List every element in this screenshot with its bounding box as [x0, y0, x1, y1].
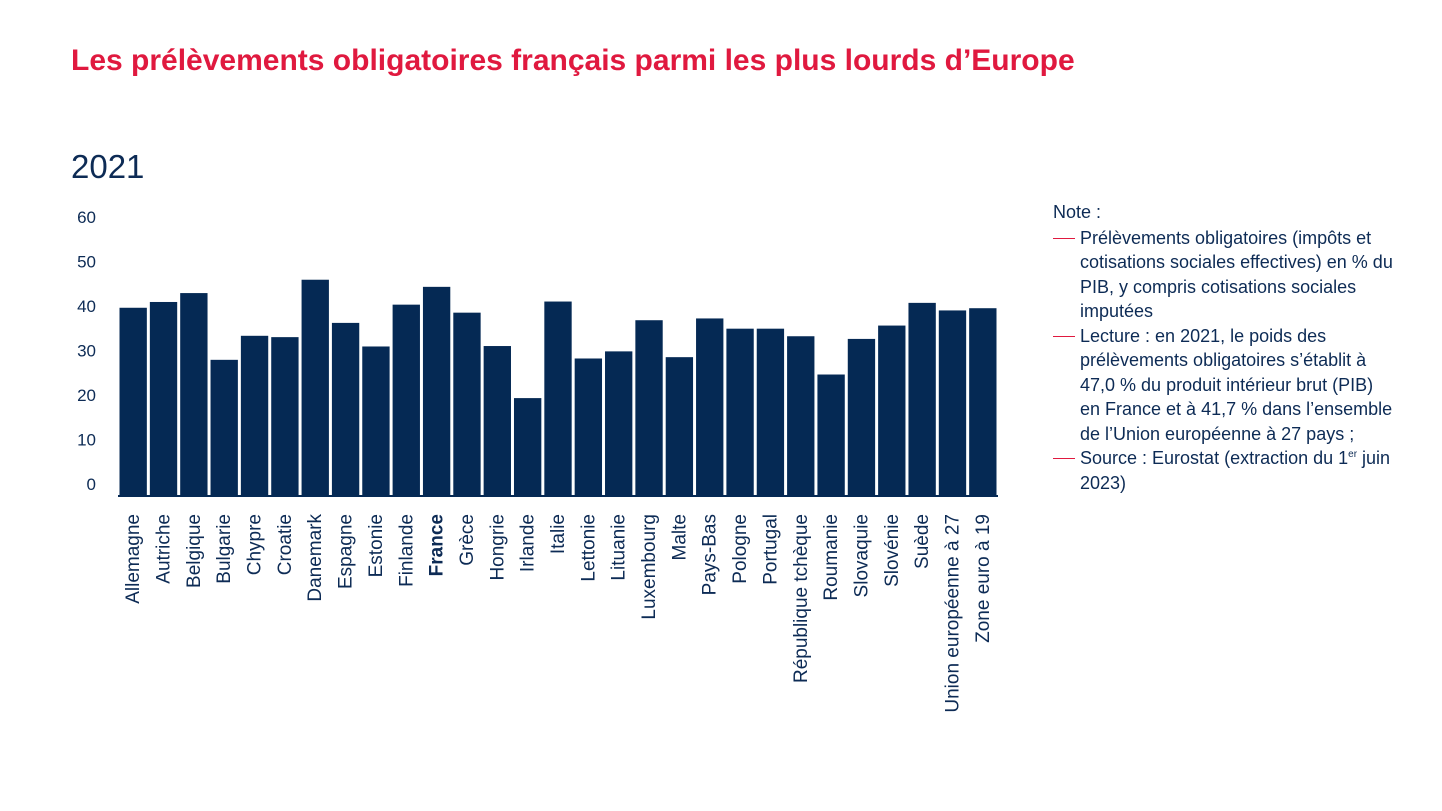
bar: [878, 325, 906, 496]
note-item: Prélèvements obligatoires (impôts et cot…: [1053, 226, 1393, 324]
bar: [696, 318, 724, 496]
x-tick-label: Estonie: [366, 514, 387, 577]
notes-heading: Note :: [1053, 202, 1102, 222]
y-tick-label: 60: [77, 208, 96, 227]
y-tick-label: 50: [77, 253, 96, 272]
note-dash: [1053, 237, 1075, 239]
x-tick-label: Lettonie: [578, 514, 599, 582]
x-axis-labels: Allemagne Autriche Belgique Bulgarie Chypre C…: [123, 514, 994, 713]
x-tick-label: Espagne: [336, 514, 357, 589]
bar: [392, 304, 420, 496]
bar: [210, 359, 238, 496]
x-tick-label: Malte: [669, 514, 690, 560]
bar: [453, 312, 481, 496]
note-dash: [1053, 458, 1075, 459]
note-source-superscript: er: [1348, 449, 1358, 460]
x-tick-label: Union européenne à 27: [942, 514, 963, 713]
note-item: Source : Eurostat (extraction du 1er jui…: [1053, 446, 1393, 495]
x-tick-label: Pays-Bas: [700, 514, 721, 595]
x-tick-label: Croatie: [275, 514, 296, 575]
note-reading: Lecture : en 2021, le poids des prélèvem…: [1080, 325, 1393, 444]
x-tick-label: Slovaquie: [851, 514, 872, 597]
x-tick-label: Hongrie: [487, 514, 508, 581]
x-tick-label: Irlande: [518, 514, 539, 572]
x-tick-label: République tchèque: [791, 514, 812, 683]
x-tick-label: Finlande: [396, 514, 417, 587]
chart-title: Les prélèvements obligatoires français p…: [71, 44, 1075, 77]
x-tick-label: France: [427, 514, 448, 576]
x-tick-label: Slovénie: [882, 514, 903, 587]
note-source-suffix: juin 2023): [1080, 448, 1391, 493]
x-tick-label: Lituanie: [609, 514, 630, 581]
x-tick-label: Bulgarie: [214, 514, 235, 584]
bar: [908, 302, 936, 496]
bar: [544, 301, 572, 496]
x-tick-label: Danemark: [305, 514, 326, 602]
bar: [665, 357, 694, 496]
bar: [726, 328, 754, 496]
y-tick-label: 30: [77, 342, 96, 361]
bar: [756, 328, 785, 496]
x-tick-label: Grèce: [457, 514, 478, 566]
x-tick-label: Italie: [548, 514, 569, 554]
bar: [331, 322, 360, 496]
bar: [574, 358, 603, 496]
y-tick-label: 40: [77, 297, 96, 316]
bar: [605, 351, 633, 496]
x-tick-label: Zone euro à 19: [973, 514, 994, 643]
bar: [362, 346, 390, 496]
bar: [180, 293, 208, 496]
notes-panel: Note : Prélèvements obligatoires (impôts…: [1053, 200, 1393, 495]
bar: [635, 320, 663, 496]
x-tick-label: Luxembourg: [639, 514, 660, 620]
bar: [817, 374, 845, 496]
y-tick-label: 0: [87, 475, 96, 494]
y-tick-label: 10: [77, 431, 96, 450]
bar: [938, 310, 967, 496]
bar: [271, 337, 299, 496]
bar: [119, 307, 147, 496]
note-definition: Prélèvements obligatoires (impôts et cot…: [1080, 227, 1393, 322]
bar: [149, 301, 178, 496]
bar: [422, 286, 451, 496]
bar: [240, 335, 269, 496]
x-tick-label: Pologne: [730, 514, 751, 584]
note-item: Lecture : en 2021, le poids des prélèvem…: [1053, 324, 1393, 447]
bar: [301, 279, 329, 496]
note-source: Source : Eurostat (extraction du 1: [1080, 448, 1349, 468]
note-dash: [1053, 335, 1075, 337]
x-tick-label: Autriche: [154, 514, 175, 584]
x-tick-label: Roumanie: [821, 514, 842, 601]
x-tick-label: Suède: [912, 514, 933, 569]
x-tick-label: Allemagne: [123, 514, 144, 604]
bar: [787, 336, 815, 496]
chart-subtitle-year: 2021: [71, 148, 145, 185]
bars: [119, 279, 997, 496]
bar: [969, 308, 997, 496]
x-tick-label: Chypre: [245, 514, 266, 575]
bar: [847, 338, 876, 496]
x-tick-label: Portugal: [760, 514, 781, 585]
x-tick-label: Belgique: [184, 514, 205, 588]
y-tick-label: 20: [77, 386, 96, 405]
bar: [513, 398, 542, 496]
bar-chart: 0 10 20 30 40 50 60 Allemagne Autriche Belgique B…: [77, 208, 998, 713]
y-axis-ticks: 0 10 20 30 40 50 60: [77, 208, 96, 494]
bar: [483, 346, 511, 496]
